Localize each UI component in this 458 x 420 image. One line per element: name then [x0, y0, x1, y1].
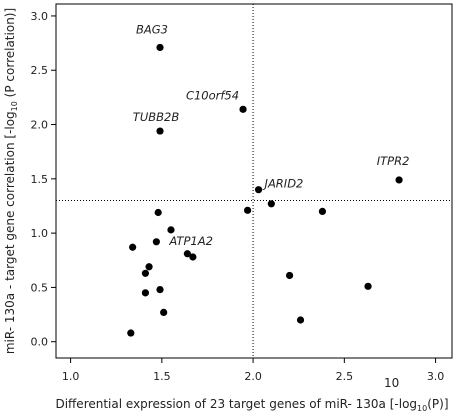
footnote: 10 — [384, 376, 399, 390]
y-tick-label: 3.0 — [31, 10, 49, 23]
plot-frame — [55, 3, 453, 359]
point — [395, 176, 403, 184]
y-label-part: (P correlation)] — [3, 8, 17, 101]
y-tick-label: 2.5 — [31, 64, 49, 77]
point — [156, 285, 164, 294]
point-label: BAG3 — [136, 22, 168, 36]
x-label-part: Differential expression of 23 target gen… — [55, 397, 417, 411]
y-tick-label: 0.5 — [31, 281, 49, 294]
y-label-sub: 10 — [10, 101, 19, 111]
x-label-sub: 10 — [417, 404, 427, 413]
x-tick-label: 2.5 — [336, 370, 354, 383]
y-label-part: miR- 130a - target gene correlation [-lo… — [3, 111, 17, 354]
point — [244, 206, 252, 214]
x-tick-label: 3.0 — [427, 370, 445, 383]
point — [239, 105, 247, 113]
x-tick-label: 2.0 — [244, 370, 262, 383]
point — [145, 263, 153, 271]
y-tick-label: 2.0 — [31, 119, 49, 132]
y-axis-label: miR- 130a - target gene correlation [-lo… — [3, 8, 19, 354]
point — [156, 43, 164, 52]
point — [141, 269, 150, 277]
point — [189, 253, 197, 261]
x-label-part: (P)] — [427, 397, 448, 411]
point-label: ITPR2 — [377, 154, 410, 168]
point — [267, 200, 275, 208]
point — [364, 282, 372, 290]
point — [127, 329, 135, 337]
point — [296, 316, 305, 324]
point-label: C10orf54 — [186, 88, 239, 102]
point-label: JARID2 — [263, 177, 304, 191]
point — [129, 243, 137, 251]
y-tick-label: 1.0 — [31, 227, 49, 240]
x-axis-label: Differential expression of 23 target gen… — [55, 397, 448, 413]
point-label: TUBB2B — [133, 110, 180, 124]
point — [152, 238, 160, 246]
y-tick-label: 1.5 — [31, 173, 49, 186]
x-tick-label: 1.0 — [62, 370, 80, 383]
point-label: ATP1A2 — [168, 234, 213, 248]
x-tick-label: 1.5 — [153, 370, 171, 383]
point — [318, 207, 327, 216]
point — [254, 186, 263, 194]
point — [285, 271, 294, 280]
point — [141, 289, 150, 297]
y-tick-label: 0.0 — [31, 336, 49, 349]
point — [160, 308, 168, 316]
point — [167, 226, 175, 234]
point — [183, 250, 191, 258]
point — [154, 208, 162, 217]
point — [156, 127, 164, 135]
